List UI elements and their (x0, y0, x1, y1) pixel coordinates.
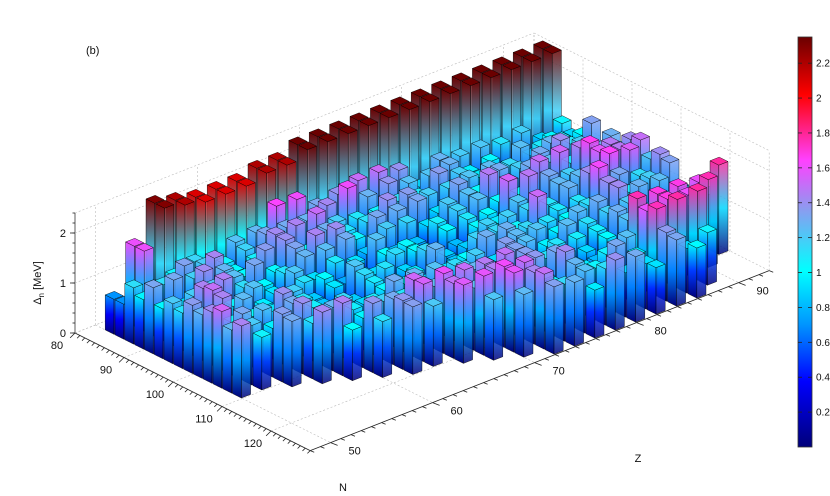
y-tick-label: 50 (348, 446, 360, 458)
colorbar-gradient (797, 36, 813, 448)
bar (454, 276, 474, 364)
bar (252, 329, 272, 391)
bar (484, 291, 504, 361)
bar (403, 298, 423, 375)
bar (312, 304, 332, 385)
x-tick-label: 90 (100, 365, 112, 377)
colorbar-tick-label: 0.4 (816, 373, 830, 384)
bar (343, 321, 363, 382)
bar (423, 298, 443, 367)
colorbar-tick-label: 1 (816, 268, 822, 279)
x-axis-label: N (339, 482, 347, 494)
z-axis-label: Δn [MeV] (32, 261, 46, 305)
y-tick-label: 80 (654, 326, 666, 338)
colorbar-tick-label: 0.6 (816, 338, 830, 349)
colorbar-tick-label: 1.6 (816, 163, 830, 174)
colorbar-tick-label: 2 (816, 94, 822, 105)
x-tick-label: 80 (51, 340, 63, 352)
y-axis-label: Z (635, 453, 642, 465)
x-tick-label: 100 (146, 389, 164, 401)
y-tick-label: 70 (552, 366, 564, 378)
axis-layer: 80 90 100 110 120 50 60 70 80 90 0 1 2 (51, 212, 774, 458)
colorbar-tick-label: 2.2 (816, 59, 830, 70)
bar (667, 231, 687, 307)
bar (373, 313, 393, 378)
y-tick-label: 60 (450, 406, 462, 418)
bar (565, 274, 585, 347)
bar (626, 248, 646, 323)
colorbar-tick-label: 1.8 (816, 128, 830, 139)
z-tick-label: 2 (60, 228, 66, 240)
bar (232, 317, 252, 399)
colorbar-tick-label: 0.2 (816, 408, 830, 419)
bar (605, 252, 625, 331)
z-tick-label: 0 (60, 328, 66, 340)
y-tick-label: 90 (756, 286, 768, 298)
bar (646, 259, 666, 315)
bar (687, 239, 707, 299)
x-tick-label: 110 (195, 414, 213, 426)
colorbar-tick-label: 1.4 (816, 198, 830, 209)
z-tick-label: 1 (60, 278, 66, 290)
panel-label: (b) (86, 45, 100, 57)
x-tick-label: 120 (244, 438, 262, 450)
colorbar-tick-label: 1.2 (816, 233, 830, 244)
bar (282, 313, 302, 388)
bar (585, 281, 605, 339)
bar-layer (104, 40, 729, 399)
bar (544, 278, 564, 355)
colorbar-tick-label: 0.8 (816, 303, 830, 314)
colorbar: 0.2 0.4 0.6 0.8 1 1.2 1.4 1.6 1.8 2 2.2 (797, 36, 830, 448)
bar (514, 286, 534, 358)
